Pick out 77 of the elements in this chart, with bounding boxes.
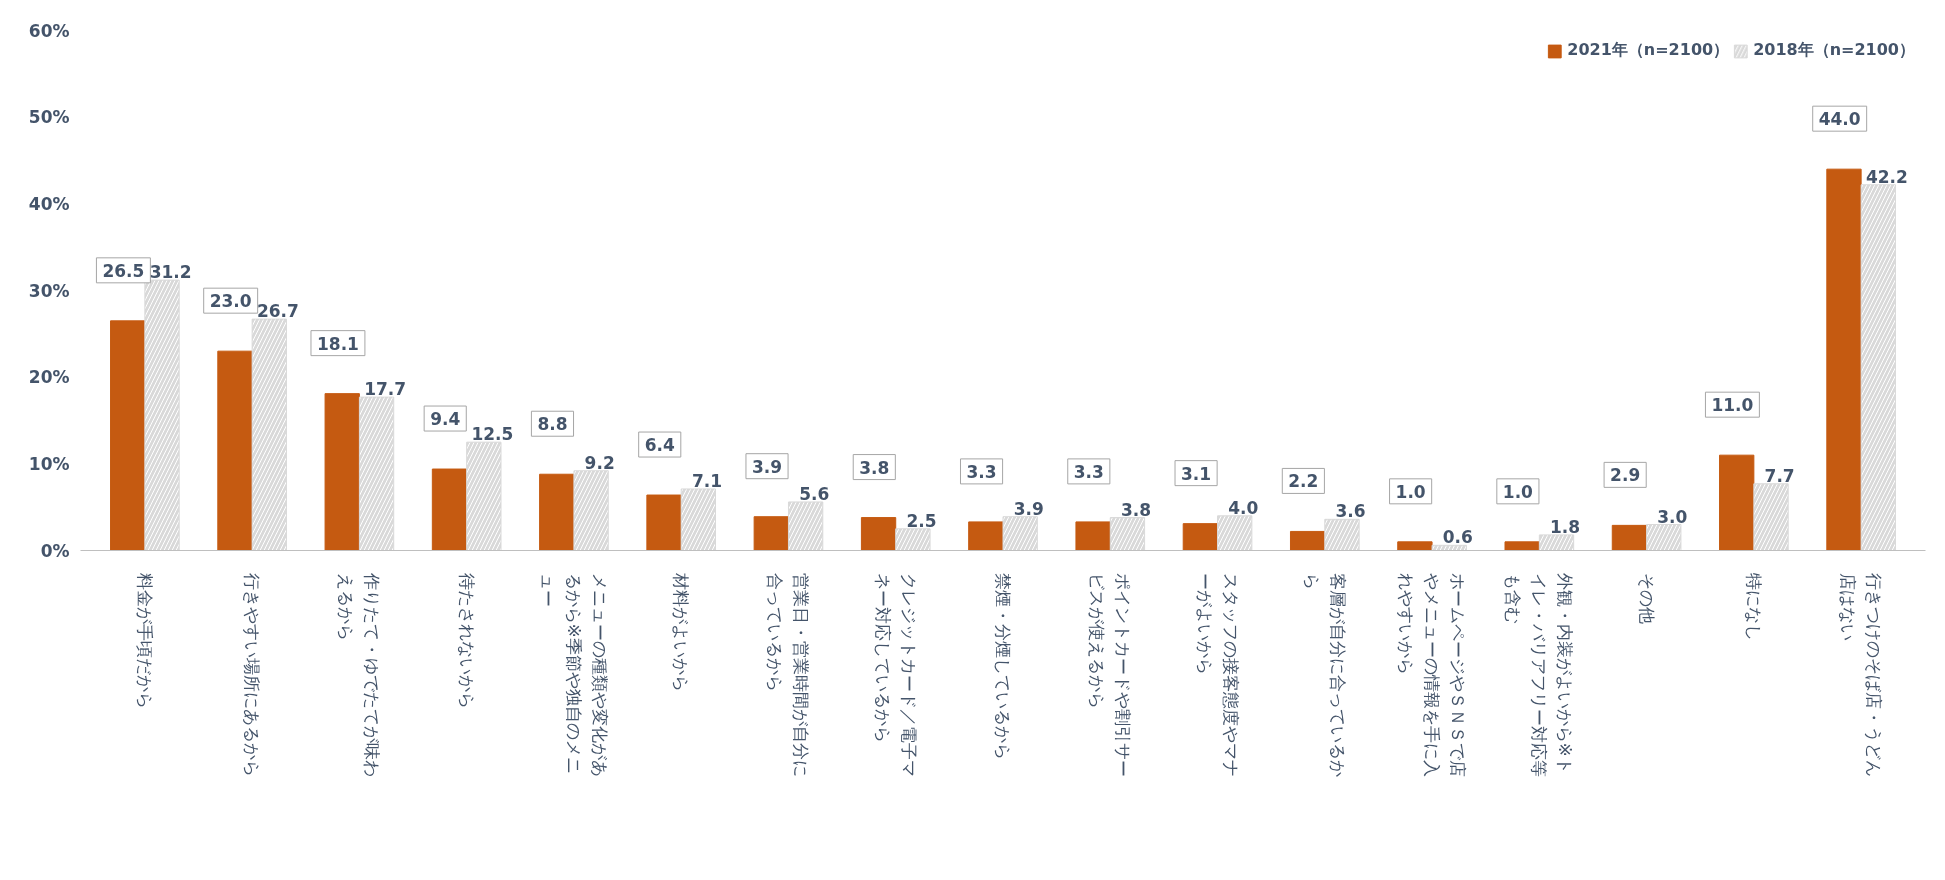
data-label: 1.0 [1502, 481, 1534, 502]
bar [1182, 523, 1219, 551]
bar [110, 320, 146, 551]
bar [1826, 168, 1862, 551]
data-label: 42.2 [1865, 166, 1908, 187]
y-tick-label: 10% [28, 453, 70, 474]
x-tick-label: スタッフの接客態度やマナーがよいから [1194, 572, 1241, 777]
bar [1719, 454, 1755, 551]
x-tick-label: その他 [1636, 572, 1657, 624]
data-label: 9.4 [430, 409, 461, 430]
x-tick-label: 作りたて・ゆでたてが味わえるから [336, 571, 383, 777]
data-label: 3.9 [751, 456, 783, 477]
bar [753, 516, 789, 551]
bar [1075, 521, 1111, 551]
bar [431, 468, 468, 551]
data-label: 3.1 [1181, 463, 1212, 484]
data-label: 2.9 [1610, 465, 1641, 486]
data-label: 6.4 [644, 435, 675, 456]
x-tick-label: メニューの種類や変化があるから※季節や独自のメニュー [537, 572, 610, 777]
bar [1289, 530, 1326, 551]
data-label: 9.2 [584, 452, 615, 473]
x-tick-label: 営業日・営業時間が自分に合っているから [765, 572, 812, 777]
bar [1397, 541, 1433, 551]
data-label: 3.9 [1013, 498, 1044, 519]
data-label: 7.7 [1764, 465, 1795, 486]
x-tick-label: 禁煙・分煙しているから [993, 572, 1013, 760]
data-label: 18.1 [316, 333, 359, 354]
x-tick-label: 客層が自分に合っているから [1301, 572, 1348, 777]
data-label: 3.6 [1335, 501, 1366, 522]
bar [860, 517, 897, 551]
x-tick-label: クレジットカード／電子マネー対応しているから [872, 572, 919, 777]
data-label: 26.5 [102, 260, 145, 281]
data-label: 31.2 [149, 262, 192, 283]
bar [324, 393, 360, 551]
x-tick-label: 待たされないから [456, 572, 477, 709]
bar [217, 350, 253, 551]
y-tick-label: 40% [28, 193, 70, 214]
data-label: 17.7 [364, 379, 407, 400]
y-tick-label: 30% [28, 280, 70, 301]
data-label: 4.0 [1228, 497, 1259, 518]
data-label: 3.8 [1120, 499, 1152, 520]
x-tick-label: 特になし [1743, 572, 1764, 641]
bar [646, 494, 682, 551]
data-label: 5.6 [799, 483, 830, 504]
x-tick-label: 行きつけのそば店・うどん店はない [1838, 572, 1885, 777]
data-label: 12.5 [471, 424, 514, 445]
data-label: 26.7 [256, 301, 299, 322]
data-label: 1.0 [1395, 481, 1426, 502]
data-label: 3.3 [1073, 461, 1104, 482]
y-tick-label: 60% [28, 20, 70, 41]
y-tick-label: 0% [40, 540, 70, 561]
legend-label: 2021年（n=2100） [1567, 40, 1730, 61]
data-label: 7.1 [691, 470, 723, 491]
data-label: 3.8 [859, 457, 890, 478]
data-label: 23.0 [209, 291, 252, 312]
y-tick-label: 20% [28, 367, 70, 388]
data-label: 2.2 [1288, 471, 1319, 492]
bar [1611, 524, 1648, 551]
legend-label: 2018年（n=2100） [1753, 40, 1915, 61]
x-tick-label: 行きやすい場所にあるから [242, 572, 263, 777]
data-label: 8.8 [537, 414, 568, 435]
bar [1504, 541, 1540, 551]
data-label: 11.0 [1711, 395, 1754, 416]
x-tick-label: ポイントカードや割引サービスが使えるから [1087, 572, 1134, 777]
y-tick-label: 50% [28, 107, 70, 128]
bar [968, 521, 1004, 551]
x-tick-label: 外観・内装がよいから※トイレ・バリアフリー対応等も含む [1503, 572, 1576, 777]
x-tick-label: ホームページやＳＮＳで店やメニューの情報を手に入れやすいから [1396, 572, 1469, 777]
x-tick-label: 材料がよいから [671, 571, 692, 692]
data-label: 44.0 [1818, 109, 1861, 130]
data-label: 1.8 [1550, 516, 1581, 537]
data-label: 2.5 [906, 510, 937, 531]
x-tick-label: 料金が手頃だから [134, 572, 155, 709]
data-label: 3.0 [1657, 506, 1688, 527]
data-label: 3.3 [966, 461, 997, 482]
bar [539, 473, 575, 551]
data-label: 0.6 [1442, 527, 1473, 548]
